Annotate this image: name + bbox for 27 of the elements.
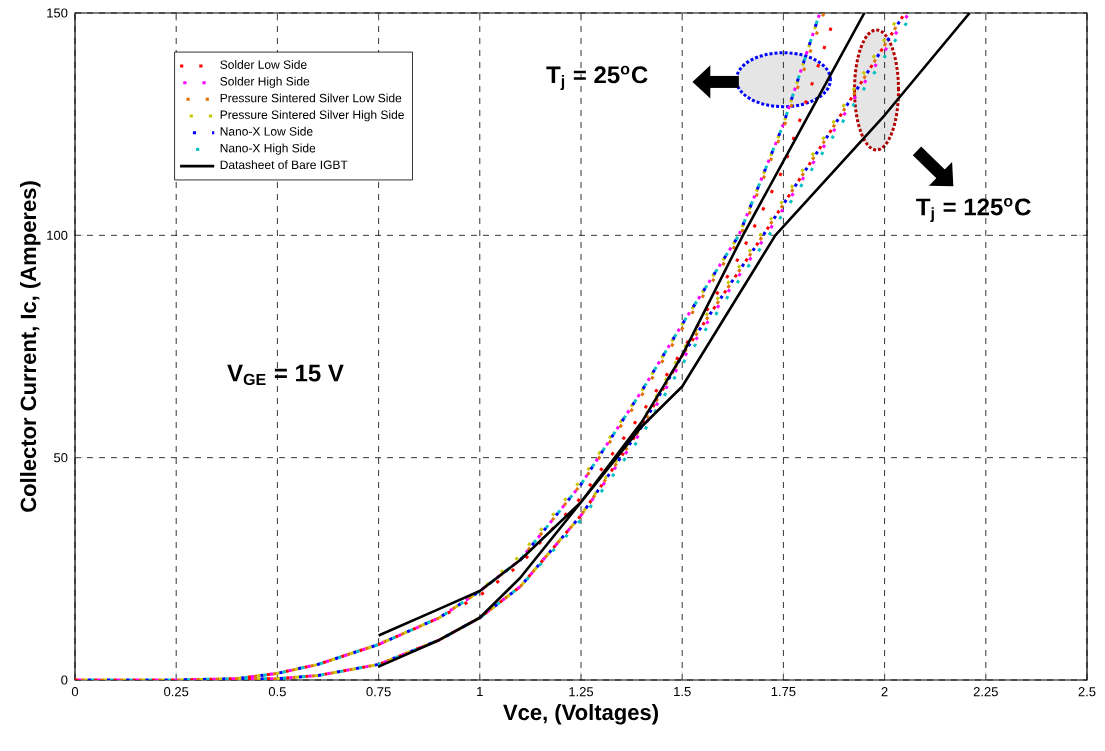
- x-tick-label: 0.75: [366, 687, 391, 697]
- y-tick-label: 100: [47, 230, 68, 240]
- x-tick-label: 2.25: [973, 687, 998, 697]
- annotation: T$_{j}$ = 25$^{o}$C: [546, 65, 648, 91]
- legend-label: Solder Low Side: [220, 60, 307, 69]
- legend-label: Solder High Side: [220, 76, 310, 88]
- x-tick-label: 0.5: [268, 687, 286, 697]
- y-tick-label: 0: [61, 675, 68, 685]
- annotation: V$_{GE}$ = 15 V: [227, 364, 344, 386]
- legend-label: Pressure Sintered Silver High Side: [220, 110, 404, 122]
- x-tick-label: 1.25: [569, 687, 594, 697]
- x-tick-label: 0: [71, 687, 79, 697]
- y-tick-label: 50: [54, 453, 68, 463]
- x-tick-label: 1.75: [771, 687, 796, 697]
- legend-label: Datasheet of Bare IGBT: [220, 160, 348, 170]
- y-axis-title: Collector Current, Ic, (Amperes): [20, 181, 41, 512]
- x-tick-label: 2.5: [1078, 687, 1096, 697]
- y-tick-label: 150: [47, 8, 68, 18]
- x-tick-label: 1.5: [674, 687, 691, 697]
- x-tick-label: 1: [477, 687, 483, 697]
- x-tick-label: 2: [881, 687, 888, 697]
- x-axis-title: Vce, (Voltages): [503, 704, 658, 725]
- annotation: T$_{j}$ = 125$^{o}$C: [916, 197, 1031, 223]
- legend-label: Nano-X Low Side: [220, 126, 313, 136]
- x-tick-label: 0.25: [164, 687, 189, 697]
- legend-label: Pressure Sintered Silver Low Side: [220, 93, 402, 103]
- legend-label: Nano-X High Side: [220, 143, 316, 155]
